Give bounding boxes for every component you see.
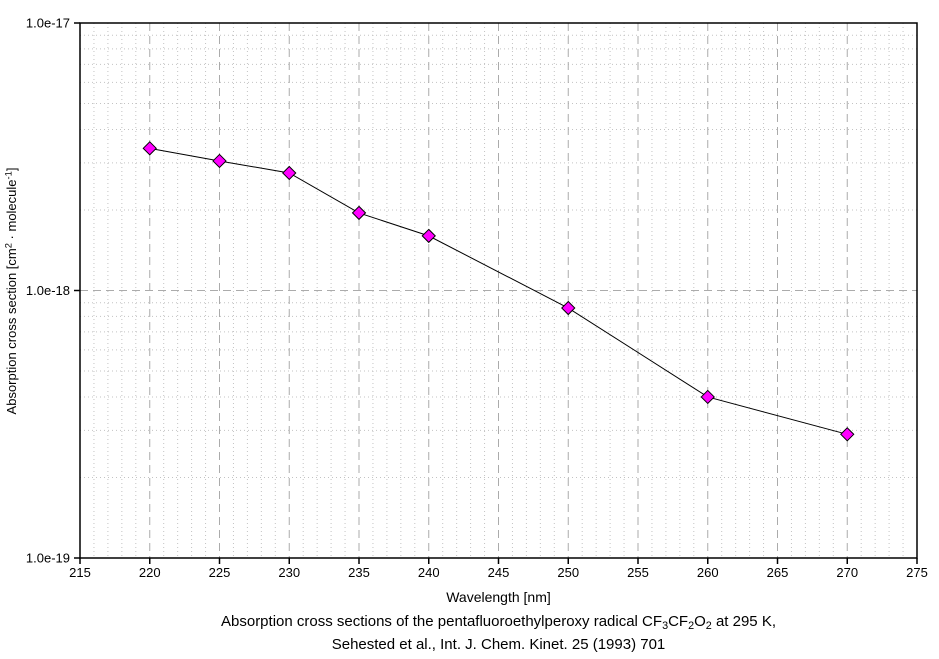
data-point-225nm: [212, 153, 227, 169]
data-point-260nm: [700, 389, 715, 405]
x-tick-label: 250: [557, 565, 579, 580]
x-tick-label: 235: [348, 565, 370, 580]
x-tick-label: 270: [836, 565, 858, 580]
x-tick-label: 275: [906, 565, 928, 580]
x-tick-label: 240: [418, 565, 440, 580]
caption-line-1: Absorption cross sections of the pentafl…: [221, 613, 776, 633]
x-tick-label: 245: [488, 565, 510, 580]
data-point-240nm: [421, 228, 436, 244]
x-axis-title: Wavelength [nm]: [446, 589, 551, 605]
y-tick-label: 1.0e-18: [26, 283, 70, 298]
y-tick-label: 1.0e-19: [26, 551, 70, 566]
data-point-230nm: [282, 165, 297, 181]
x-tick-label: 220: [139, 565, 161, 580]
x-tick-label: 215: [69, 565, 91, 580]
caption-line-2: Sehested et al., Int. J. Chem. Kinet. 25…: [331, 636, 666, 653]
x-tick-label: 230: [278, 565, 300, 580]
x-tick-label: 265: [767, 565, 789, 580]
data-line: [149, 147, 848, 435]
x-tick-label: 260: [697, 565, 719, 580]
figure-caption: Absorption cross sections of the pentafl…: [80, 610, 917, 656]
x-tick-label: 225: [209, 565, 231, 580]
y-tick-label: 1.0e-17: [26, 16, 70, 31]
x-tick-label: 255: [627, 565, 649, 580]
data-point-235nm: [351, 205, 367, 221]
data-point-220nm: [142, 141, 157, 156]
data-point-270nm: [840, 427, 855, 442]
data-point-250nm: [561, 300, 576, 316]
y-axis-title: Absorption cross section [cm2 · molecule…: [3, 167, 19, 415]
